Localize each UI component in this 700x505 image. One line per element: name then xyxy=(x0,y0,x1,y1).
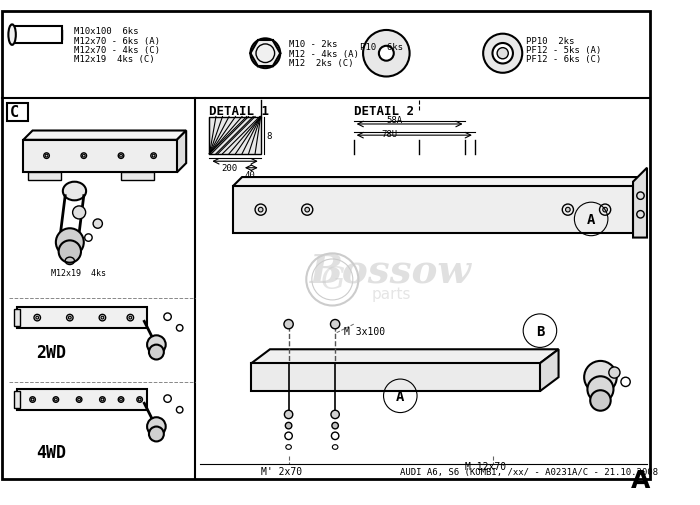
Text: P10  6ks: P10 6ks xyxy=(360,43,403,52)
Ellipse shape xyxy=(120,398,122,401)
Ellipse shape xyxy=(483,35,522,74)
Circle shape xyxy=(59,241,81,263)
Bar xyxy=(8,104,28,122)
Text: PP10  2ks: PP10 2ks xyxy=(526,36,574,45)
Ellipse shape xyxy=(129,317,132,319)
Ellipse shape xyxy=(152,155,155,158)
Text: DETAIL 2: DETAIL 2 xyxy=(354,105,414,118)
Bar xyxy=(17,308,147,328)
Bar xyxy=(28,173,60,180)
Ellipse shape xyxy=(83,155,85,158)
Ellipse shape xyxy=(284,411,293,419)
Text: A: A xyxy=(587,213,595,226)
Ellipse shape xyxy=(566,208,570,213)
Circle shape xyxy=(149,345,164,360)
Circle shape xyxy=(149,427,164,441)
Ellipse shape xyxy=(69,317,71,319)
Text: parts: parts xyxy=(371,286,411,301)
Ellipse shape xyxy=(609,367,620,378)
Polygon shape xyxy=(23,140,177,173)
Text: AUDI A6, S6 (KOMBI, /xx/ - A0231A/C - 21.10.2008: AUDI A6, S6 (KOMBI, /xx/ - A0231A/C - 21… xyxy=(400,468,658,477)
Polygon shape xyxy=(633,178,643,233)
Ellipse shape xyxy=(138,398,141,401)
Text: A: A xyxy=(396,389,405,403)
Text: 78U: 78U xyxy=(382,129,398,138)
Text: Bossow: Bossow xyxy=(310,251,472,289)
Ellipse shape xyxy=(73,207,85,220)
Polygon shape xyxy=(633,168,647,238)
Text: M 12x70: M 12x70 xyxy=(466,461,507,471)
Text: DETAIL 1: DETAIL 1 xyxy=(209,105,270,118)
Bar xyxy=(209,117,260,155)
Text: M12x19  4ks (C): M12x19 4ks (C) xyxy=(74,55,155,64)
Ellipse shape xyxy=(46,155,48,158)
Ellipse shape xyxy=(55,398,57,401)
Ellipse shape xyxy=(93,220,102,229)
Text: M12x70 - 4ks (C): M12x70 - 4ks (C) xyxy=(74,46,160,55)
Ellipse shape xyxy=(584,361,617,394)
Ellipse shape xyxy=(251,39,280,69)
Ellipse shape xyxy=(258,208,263,213)
Text: M' 2x70: M' 2x70 xyxy=(260,466,302,476)
Text: 4WD: 4WD xyxy=(36,443,66,462)
Polygon shape xyxy=(232,178,643,187)
Ellipse shape xyxy=(590,390,610,411)
Ellipse shape xyxy=(120,155,122,158)
Ellipse shape xyxy=(497,48,508,60)
Polygon shape xyxy=(177,131,186,173)
Text: M10 - 2ks: M10 - 2ks xyxy=(288,40,337,49)
Polygon shape xyxy=(23,131,186,140)
Bar xyxy=(14,391,20,408)
Text: 8: 8 xyxy=(266,131,272,140)
Ellipse shape xyxy=(363,31,410,77)
Polygon shape xyxy=(251,349,559,364)
Bar xyxy=(121,173,153,180)
Circle shape xyxy=(147,418,166,436)
Ellipse shape xyxy=(330,320,340,329)
Polygon shape xyxy=(251,364,540,391)
Text: 58A: 58A xyxy=(386,116,402,124)
Ellipse shape xyxy=(331,411,340,419)
Text: M 3x100: M 3x100 xyxy=(344,326,386,336)
Ellipse shape xyxy=(305,208,309,213)
Text: M12  2ks (C): M12 2ks (C) xyxy=(288,59,353,68)
Bar xyxy=(14,310,20,326)
Text: B: B xyxy=(536,324,544,338)
Polygon shape xyxy=(232,187,633,233)
Ellipse shape xyxy=(63,182,86,201)
Text: 200: 200 xyxy=(222,164,238,173)
Text: A: A xyxy=(631,469,650,492)
Ellipse shape xyxy=(101,317,104,319)
Text: C: C xyxy=(10,105,20,120)
Ellipse shape xyxy=(332,423,338,429)
Ellipse shape xyxy=(78,398,80,401)
Text: M12x70 - 6ks (A): M12x70 - 6ks (A) xyxy=(74,36,160,45)
Ellipse shape xyxy=(603,208,608,213)
Bar xyxy=(11,27,62,44)
Polygon shape xyxy=(540,349,559,391)
Ellipse shape xyxy=(101,398,104,401)
Ellipse shape xyxy=(379,46,394,62)
Text: 40: 40 xyxy=(245,170,255,179)
Text: PF12 - 5ks (A): PF12 - 5ks (A) xyxy=(526,46,601,55)
Text: M12x19  4ks: M12x19 4ks xyxy=(51,269,106,278)
Ellipse shape xyxy=(587,377,613,402)
Ellipse shape xyxy=(284,320,293,329)
Ellipse shape xyxy=(36,317,38,319)
Ellipse shape xyxy=(286,423,292,429)
Text: 2WD: 2WD xyxy=(36,343,66,361)
Ellipse shape xyxy=(8,25,16,46)
Text: PF12 - 6ks (C): PF12 - 6ks (C) xyxy=(526,55,601,64)
Text: M12 - 4ks (A): M12 - 4ks (A) xyxy=(288,49,358,59)
Text: G: G xyxy=(320,265,344,295)
Ellipse shape xyxy=(32,398,34,401)
Circle shape xyxy=(56,229,84,257)
Ellipse shape xyxy=(493,44,513,64)
Text: M10x100  6ks: M10x100 6ks xyxy=(74,27,139,36)
Circle shape xyxy=(147,336,166,354)
Bar xyxy=(17,389,147,410)
